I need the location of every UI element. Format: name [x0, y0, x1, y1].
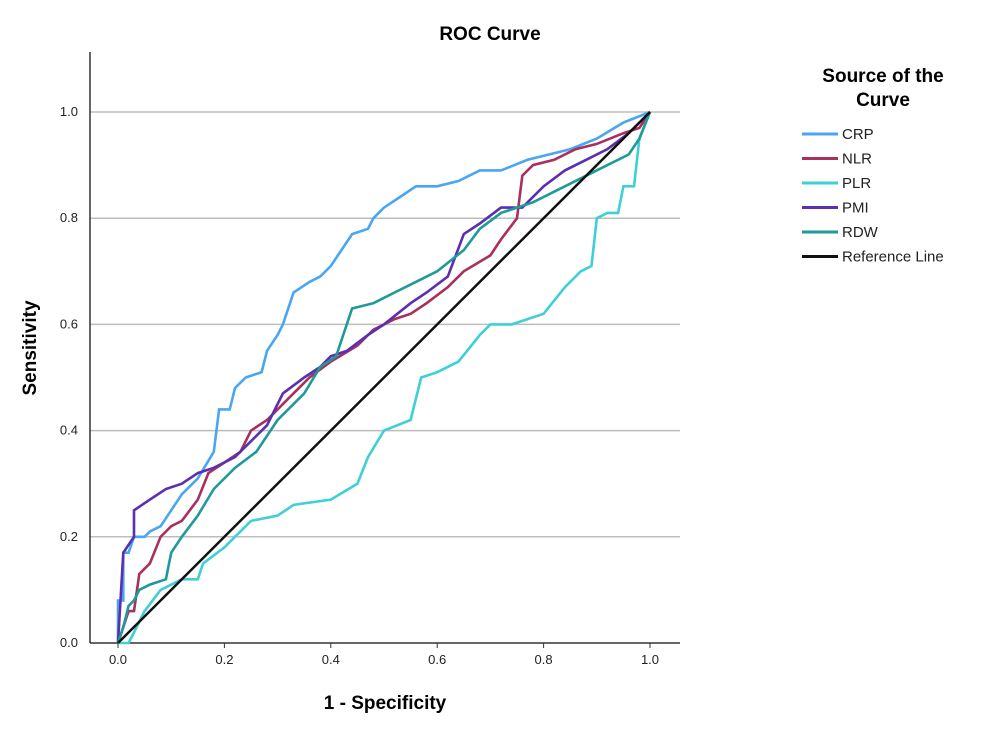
series-line-rdw [116, 111, 652, 644]
legend-label-nlr: NLR [842, 151, 872, 168]
tick-labels: 0.0 0.2 0.4 0.6 0.8 1.0 0.0 0.2 0.4 0.6 0.8 1.0 [60, 104, 659, 667]
x-tick-label-0.6: 0.6 [428, 652, 446, 667]
y-tick-label-0.0: 0.0 [60, 635, 78, 650]
legend-label-crp: CRP [842, 126, 874, 143]
series-line-nlr [116, 111, 652, 644]
x-tick-label-1.0: 1.0 [641, 652, 659, 667]
x-axis-title: 1 - Specificity [324, 693, 447, 714]
series-line-plr [118, 111, 652, 645]
legend-label-plr: PLR [842, 175, 871, 192]
chart-title: ROC Curve [439, 24, 540, 45]
series-lines [116, 110, 652, 645]
legend: Source of the Curve CRP NLR PLR PMI RDW Refer… [802, 66, 944, 266]
legend-label-rdw: RDW [842, 224, 879, 241]
axes [89, 52, 680, 648]
series-line-pmi [116, 111, 651, 644]
x-tick-label-0.8: 0.8 [535, 652, 553, 667]
series-line-crp [116, 110, 651, 643]
x-tick-label-0.4: 0.4 [322, 652, 340, 667]
legend-label-pmi: PMI [842, 200, 869, 217]
series-line-reference-line [117, 111, 651, 644]
y-tick-label-0.6: 0.6 [60, 316, 78, 331]
y-tick-label-1.0: 1.0 [60, 104, 78, 119]
x-tick-label-0.0: 0.0 [109, 652, 127, 667]
y-tick-label-0.4: 0.4 [60, 423, 78, 438]
legend-title-line2: Curve [856, 90, 910, 111]
y-tick-label-0.8: 0.8 [60, 210, 78, 225]
legend-label-reference-line: Reference Line [842, 249, 944, 266]
y-tick-label-0.2: 0.2 [60, 529, 78, 544]
y-axis-title: Sensitivity [20, 300, 41, 395]
legend-title-line1: Source of the [822, 66, 943, 87]
x-tick-label-0.2: 0.2 [215, 652, 233, 667]
legend-items: CRP NLR PLR PMI RDW Reference Line [802, 126, 944, 266]
